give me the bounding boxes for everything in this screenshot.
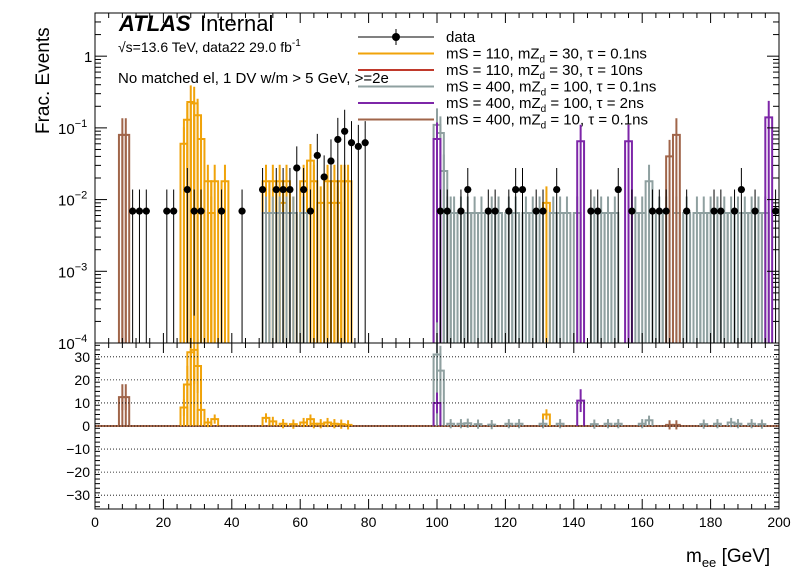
x-tick-label: 40 bbox=[224, 514, 240, 530]
data-point bbox=[293, 164, 301, 172]
x-tick-label: 160 bbox=[631, 514, 655, 530]
x-tick-label: 80 bbox=[361, 514, 377, 530]
y-top-tick-label: 1 bbox=[84, 49, 92, 66]
data-point bbox=[300, 185, 308, 194]
data-point bbox=[628, 207, 636, 215]
y-ratio-tick-label: −10 bbox=[66, 441, 90, 457]
y-ratio-tick-label: −20 bbox=[66, 464, 90, 480]
data-point bbox=[238, 207, 246, 215]
data-point bbox=[306, 207, 315, 215]
data-point bbox=[341, 127, 349, 135]
data-point bbox=[279, 185, 287, 194]
data-point bbox=[320, 173, 328, 181]
legend-label: data bbox=[446, 29, 476, 46]
data-point bbox=[163, 207, 171, 215]
data-point bbox=[135, 207, 144, 215]
legend-label: mS = 400, mZd = 100, τ = 0.1ns bbox=[446, 79, 656, 99]
data-point bbox=[286, 185, 294, 194]
y-ratio-tick-label: 0 bbox=[82, 418, 90, 434]
data-points bbox=[129, 109, 780, 343]
x-tick-label: 180 bbox=[699, 514, 723, 530]
data-point bbox=[436, 207, 445, 215]
energy-label: √s=13.6 TeV, data22 29.0 fb-1 bbox=[118, 38, 301, 55]
data-point bbox=[197, 207, 205, 215]
y-axis-title: Frac. Events bbox=[33, 27, 54, 134]
y-top-tick-label: 10−4 bbox=[58, 333, 87, 353]
x-tick-label: 0 bbox=[91, 514, 99, 530]
data-point bbox=[327, 157, 335, 165]
x-tick-label: 140 bbox=[562, 514, 586, 530]
data-point bbox=[737, 185, 745, 194]
data-point bbox=[553, 185, 561, 194]
y-ratio-tick-label: 20 bbox=[74, 372, 90, 388]
data-point bbox=[683, 207, 691, 215]
legend-label: mS = 400, mZd = 10, τ = 0.1ns bbox=[446, 112, 648, 132]
data-point bbox=[655, 207, 663, 215]
data-point bbox=[361, 139, 369, 147]
y-ratio-tick-label: −30 bbox=[66, 487, 90, 503]
data-point bbox=[170, 207, 178, 215]
data-point bbox=[142, 207, 150, 215]
legend-label: mS = 110, mZd = 30, τ = 10ns bbox=[446, 62, 643, 82]
data-point bbox=[717, 207, 725, 215]
data-point bbox=[272, 185, 280, 194]
y-top-tick-label: 10−2 bbox=[58, 190, 87, 210]
data-point bbox=[484, 207, 492, 215]
data-point bbox=[751, 207, 759, 215]
x-tick-label: 100 bbox=[425, 514, 449, 530]
data-point bbox=[512, 185, 520, 194]
data-point bbox=[443, 207, 451, 215]
x-tick-label: 60 bbox=[292, 514, 308, 530]
data-point bbox=[594, 207, 602, 215]
data-point bbox=[614, 185, 622, 194]
data-point bbox=[505, 207, 513, 215]
data-point bbox=[648, 207, 657, 215]
data-point bbox=[730, 207, 739, 215]
experiment-label: ATLAS bbox=[118, 11, 191, 36]
legend-label: mS = 110, mZd = 30, τ = 0.1ns bbox=[446, 46, 647, 66]
data-point bbox=[190, 207, 198, 215]
axes: 0 20 40 60 80 100 120 140 160 180 200110−110−210−3… bbox=[58, 12, 791, 530]
y-top-tick-label: 10−3 bbox=[58, 261, 87, 281]
data-point bbox=[334, 135, 342, 144]
data-point bbox=[532, 207, 540, 215]
data-point bbox=[464, 185, 472, 194]
data-point bbox=[347, 139, 356, 147]
data-point bbox=[457, 207, 465, 215]
y-top-tick-label: 10−1 bbox=[58, 118, 87, 138]
data-point bbox=[217, 207, 226, 215]
legend-marker bbox=[392, 33, 400, 41]
selection-label: No matched el, 1 DV w/m > 5 GeV, >=2e bbox=[118, 70, 389, 87]
y-ratio-tick-label: 30 bbox=[74, 349, 90, 365]
data-point bbox=[258, 185, 267, 194]
x-tick-label: 200 bbox=[767, 514, 791, 530]
data-point bbox=[354, 142, 362, 151]
data-point bbox=[491, 207, 499, 215]
data-point bbox=[662, 207, 670, 215]
data-point bbox=[183, 185, 191, 194]
legend-label: mS = 400, mZd = 100, τ = 2ns bbox=[446, 95, 644, 115]
x-tick-label: 20 bbox=[156, 514, 172, 530]
data-point bbox=[129, 207, 137, 215]
data-point bbox=[710, 207, 718, 215]
x-tick-label: 120 bbox=[494, 514, 518, 530]
y-ratio-tick-label: 10 bbox=[74, 395, 90, 411]
data-point bbox=[539, 207, 547, 215]
data-point bbox=[518, 185, 527, 194]
x-axis-title: mee [GeV] bbox=[686, 546, 770, 570]
data-point bbox=[587, 207, 595, 215]
data-point bbox=[313, 151, 321, 160]
experiment-status: Internal bbox=[200, 11, 273, 36]
